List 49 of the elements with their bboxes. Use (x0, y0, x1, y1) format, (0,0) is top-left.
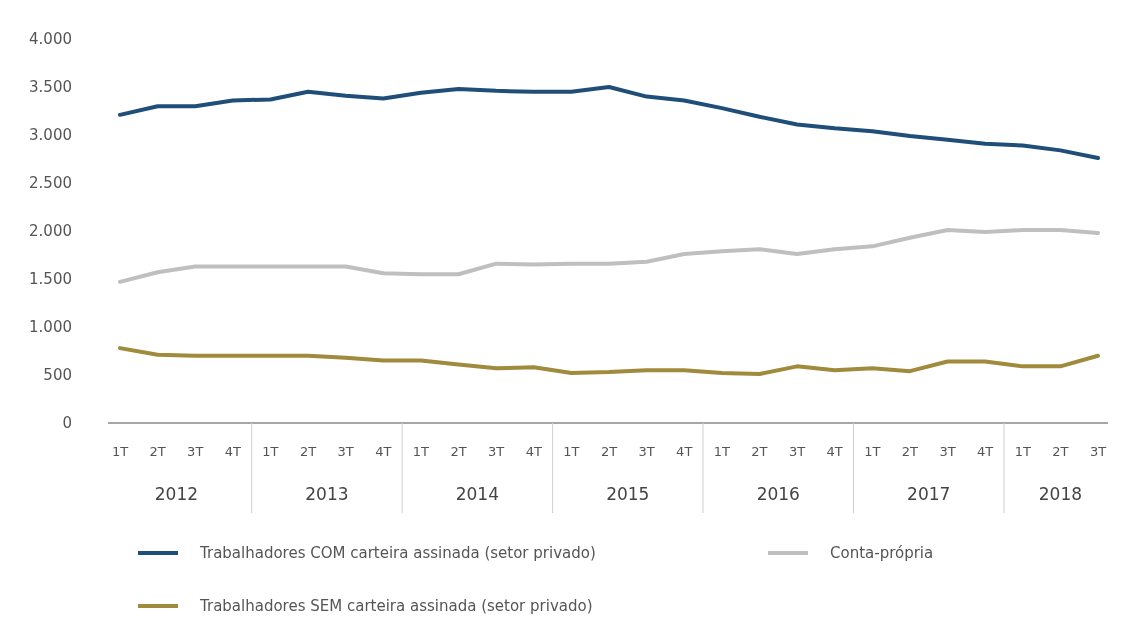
x-tick-label: 2T (600, 444, 618, 459)
x-tick-label: 1T (111, 444, 129, 459)
x-tick-label: 4T (224, 444, 242, 459)
x-tick-label: 3T (638, 444, 655, 459)
x-tick-label: 4T (977, 444, 994, 459)
text: 2018 (1038, 484, 1083, 504)
text: 2013 (305, 484, 349, 504)
x-tick-label: 2T (149, 444, 166, 459)
x-tick-label: 3T (187, 444, 204, 459)
x-tick-label: 4T (676, 444, 693, 459)
x-tick-label: 1T (864, 444, 881, 459)
line-series (118, 85, 1100, 161)
x-tick-label: 1T (713, 444, 731, 459)
x-tick-label: 1T (563, 444, 580, 459)
y-tick-label: 2.000 (29, 222, 72, 241)
x-tick-label: 2T (450, 444, 467, 459)
text: 2017 (907, 484, 951, 504)
x-tick-label: 2T (751, 444, 768, 459)
line-series (118, 228, 1100, 284)
x-tick-label: 3T (939, 444, 956, 459)
y-tick-label: 500 (43, 366, 72, 385)
text: 2014 (455, 484, 499, 504)
x-tick-label: 2T (299, 444, 317, 459)
legend-label: Trabalhadores COM carteira assinada (setor privado) (199, 544, 596, 563)
x-tick-label: 3T (488, 444, 505, 459)
x-tick-label: 4T (525, 444, 542, 459)
y-tick-label: 4.000 (29, 30, 72, 49)
x-tick-label: 2T (901, 444, 919, 459)
y-tick-label: 3.000 (29, 126, 72, 145)
line-series (118, 346, 1100, 377)
x-tick-label: 1T (1014, 444, 1031, 459)
x-tick-label: 3T (788, 444, 806, 459)
y-tick-label: 1.000 (29, 318, 72, 337)
legend-label: Conta-própria (830, 544, 934, 563)
x-tick-label: 3T (1089, 444, 1107, 459)
x-tick-label: 1T (262, 444, 279, 459)
x-tick-label: 1T (412, 444, 430, 459)
x-tick-label: 3T (337, 444, 354, 459)
x-tick-label: 2T (1052, 444, 1069, 459)
x-tick-label: 4T (826, 444, 843, 459)
y-tick-label: 2.500 (29, 174, 72, 193)
y-tick-label: 0 (62, 414, 72, 433)
legend-label: Trabalhadores SEM carteira assinada (setor privado) (199, 597, 593, 616)
y-tick-label: 1.500 (29, 270, 72, 289)
text: 2016 (756, 484, 800, 504)
text: 2012 (154, 484, 199, 504)
y-tick-label: 3.500 (29, 78, 72, 97)
text: 2015 (606, 484, 650, 504)
x-tick-label: 4T (375, 444, 392, 459)
